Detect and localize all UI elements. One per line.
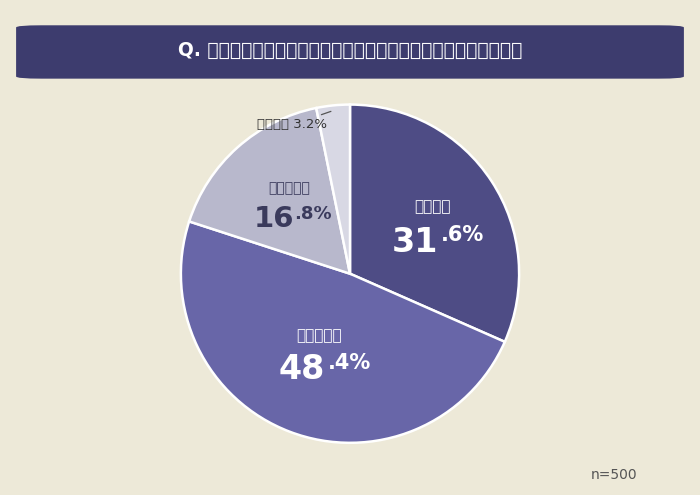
Wedge shape bbox=[316, 104, 350, 274]
Wedge shape bbox=[350, 104, 519, 342]
Wedge shape bbox=[181, 221, 505, 443]
Text: .4%: .4% bbox=[328, 352, 371, 373]
FancyBboxPatch shape bbox=[16, 25, 684, 79]
Text: よくある: よくある bbox=[414, 199, 450, 214]
Wedge shape bbox=[189, 108, 350, 274]
Text: 全くない 3.2%: 全くない 3.2% bbox=[257, 111, 331, 131]
Text: あまりない: あまりない bbox=[268, 182, 310, 196]
Text: n=500: n=500 bbox=[590, 468, 637, 482]
Text: 16: 16 bbox=[253, 205, 294, 233]
Text: Q. 仕事のプレッシャーが体調やメンタルに影響することはある？: Q. 仕事のプレッシャーが体調やメンタルに影響することはある？ bbox=[178, 42, 522, 60]
Text: .6%: .6% bbox=[441, 225, 484, 246]
Text: 48: 48 bbox=[279, 353, 325, 386]
Text: 31: 31 bbox=[392, 226, 438, 258]
Text: .8%: .8% bbox=[294, 205, 332, 223]
Text: たまにある: たまにある bbox=[296, 328, 342, 343]
